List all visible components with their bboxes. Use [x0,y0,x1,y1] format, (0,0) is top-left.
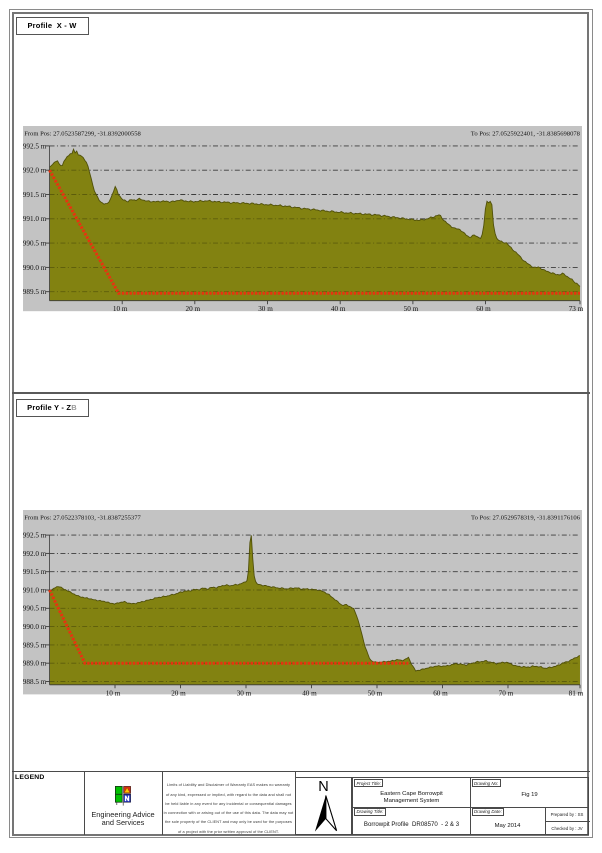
svg-text:992.5 m: 992.5 m [23,143,47,151]
svg-text:991.0 m: 991.0 m [23,586,47,594]
svg-text:990.0 m: 990.0 m [23,264,47,272]
svg-text:81 m: 81 m [569,689,584,697]
svg-text:10 m: 10 m [113,305,128,313]
svg-text:60 m: 60 m [476,305,491,313]
svg-text:From Pos: 27.0522378103, -31.8: From Pos: 27.0522378103, -31.8387255377 [24,514,141,521]
svg-text:991.5 m: 991.5 m [23,191,47,199]
svg-text:20 m: 20 m [186,305,201,313]
svg-text:60 m: 60 m [433,689,448,697]
svg-text:50 m: 50 m [404,305,419,313]
svg-text:20 m: 20 m [171,689,186,697]
svg-text:50 m: 50 m [368,689,383,697]
svg-text:989.0 m: 989.0 m [23,659,47,667]
svg-text:73 m: 73 m [569,305,584,313]
svg-text:992.0 m: 992.0 m [23,549,47,557]
svg-text:40 m: 40 m [302,689,317,697]
svg-text:989.5 m: 989.5 m [23,288,47,296]
svg-text:70 m: 70 m [499,689,514,697]
svg-text:10 m: 10 m [106,689,121,697]
svg-text:40 m: 40 m [331,305,346,313]
svg-text:To Pos: 27.0529578319, -31.839: To Pos: 27.0529578319, -31.8391176106 [471,514,581,521]
svg-text:990.0 m: 990.0 m [23,623,47,631]
svg-text:991.5 m: 991.5 m [23,568,47,576]
svg-text:992.0 m: 992.0 m [23,167,47,175]
svg-text:To Pos: 27.0525922401, -31.838: To Pos: 27.0525922401, -31.8385698078 [471,131,581,138]
svg-text:30 m: 30 m [258,305,273,313]
svg-text:990.5 m: 990.5 m [23,604,47,612]
svg-text:992.5 m: 992.5 m [23,531,47,539]
svg-text:From Pos: 27.0523587299, -31.8: From Pos: 27.0523587299, -31.8392000558 [24,131,141,138]
svg-text:990.5 m: 990.5 m [23,240,47,248]
svg-text:989.5 m: 989.5 m [23,641,47,649]
svg-text:988.5 m: 988.5 m [23,677,47,685]
svg-text:30 m: 30 m [237,689,252,697]
svg-text:991.0 m: 991.0 m [23,215,47,223]
